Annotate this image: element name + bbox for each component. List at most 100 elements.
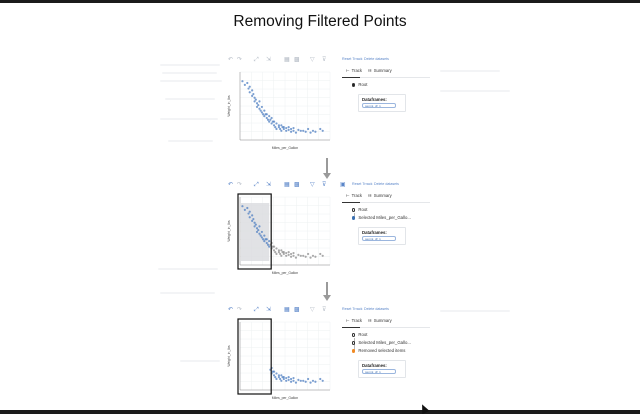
scatter-point	[321, 254, 324, 257]
scatter-point	[287, 376, 290, 379]
grid-icon[interactable]: ▩	[294, 306, 300, 313]
layout-icon[interactable]: ▦	[284, 181, 290, 188]
remove-filter-icon[interactable]: ⊽	[322, 306, 327, 313]
panel-selected: ↶ ↷ ⤢ ⇲ ▦ ▩ ▽ ⊽ ▣ Reset Trrack Delete da…	[222, 181, 434, 281]
scatter-point	[252, 92, 255, 96]
tab-bar: ⊢ Track ☷ Summary	[342, 193, 430, 201]
scatter-svg[interactable]: Miles_per_Gallon Weight_in_lbs	[226, 193, 336, 275]
zoom-icon[interactable]: ⤢	[254, 306, 259, 313]
dataframe-chip[interactable]: penmt_df_1	[362, 236, 396, 241]
reset-trrack-link[interactable]: Reset Trrack	[342, 57, 363, 61]
node-root[interactable]: Root	[352, 207, 367, 213]
scatter-point	[280, 124, 283, 127]
brush-icon[interactable]: ⇲	[266, 181, 272, 188]
scatter-point	[258, 225, 261, 228]
dataframe-chip[interactable]: penmt_df_1	[362, 369, 396, 374]
delete-datasets-link[interactable]: Delete datasets	[374, 182, 399, 186]
scatter-point	[292, 376, 295, 380]
calendar-icon[interactable]: ▣	[340, 181, 346, 188]
reset-trrack-link[interactable]: Reset Trrack	[342, 307, 363, 311]
tab-summary-label: Summary	[373, 68, 392, 73]
highlight-frame	[237, 318, 272, 395]
scatter-point	[263, 234, 266, 237]
scatter-point	[255, 105, 259, 109]
node-removed[interactable]: Removed selected items	[352, 348, 405, 354]
ghost-line	[440, 70, 500, 72]
scatter-svg[interactable]: Miles_per_Gallon Weight_in_lbs	[226, 68, 336, 150]
redo-icon[interactable]: ↷	[237, 306, 243, 313]
remove-filter-icon[interactable]: ⊽	[322, 181, 327, 188]
delete-datasets-link[interactable]: Delete datasets	[364, 57, 389, 61]
scatter-point	[252, 217, 255, 221]
node-label: Selected Miles_per_Gallo...	[358, 340, 411, 345]
node-label: Root	[358, 332, 368, 337]
scatter-svg[interactable]: Miles_per_Gallon Weight_in_lbs	[226, 318, 336, 400]
node-selected[interactable]: Selected Miles_per_Gallo...	[352, 340, 411, 346]
zoom-icon[interactable]: ⤢	[254, 56, 259, 63]
delete-datasets-link[interactable]: Delete datasets	[364, 307, 389, 311]
tree-connector	[353, 213, 355, 218]
tab-track[interactable]: ⊢ Track	[346, 318, 362, 323]
layout-icon[interactable]: ▦	[284, 56, 290, 63]
scatter-point	[277, 374, 281, 377]
node-root[interactable]: Root	[352, 332, 367, 338]
scatter-point	[268, 240, 271, 243]
scatter-point	[277, 251, 281, 254]
layout-icon[interactable]: ▦	[284, 306, 290, 313]
scatter-point	[253, 96, 256, 99]
filter-icon[interactable]: ▽	[310, 181, 315, 188]
scatter-point	[289, 127, 293, 131]
tab-summary[interactable]: ☷ Summary	[368, 68, 392, 73]
filter-icon[interactable]: ▽	[310, 56, 315, 63]
redo-icon[interactable]: ↷	[237, 181, 243, 188]
scatter-point	[289, 380, 293, 383]
redo-icon[interactable]: ↷	[237, 56, 243, 63]
scatter-point	[268, 115, 271, 118]
brush-icon[interactable]: ⇲	[266, 56, 272, 63]
scatter-plot[interactable]: Miles_per_Gallon Weight_in_lbs	[226, 193, 336, 275]
scatter-point	[241, 80, 244, 83]
scatter-point	[289, 252, 293, 256]
tab-track[interactable]: ⊢ Track	[346, 68, 362, 73]
scatter-point	[280, 254, 283, 257]
scatter-point	[247, 87, 250, 90]
scatter-point	[270, 122, 273, 125]
tab-track[interactable]: ⊢ Track	[346, 193, 362, 198]
scatter-point	[282, 252, 285, 256]
scatter-point	[287, 378, 290, 381]
scatter-point	[304, 380, 307, 383]
tab-divider	[342, 77, 430, 78]
undo-icon[interactable]: ↶	[228, 56, 234, 63]
node-root[interactable]: Root	[352, 82, 367, 88]
dataframe-chip[interactable]: penmt_df_1	[362, 103, 396, 108]
brush-icon[interactable]: ⇲	[266, 306, 272, 313]
zoom-icon[interactable]: ⤢	[254, 181, 259, 188]
grid-icon[interactable]: ▩	[294, 181, 300, 188]
tab-bar: ⊢ Track ☷ Summary	[342, 318, 430, 326]
scatter-plot[interactable]: Miles_per_Gallon Weight_in_lbs	[226, 318, 336, 400]
node-label: Root	[358, 82, 368, 87]
scatter-point	[309, 381, 312, 384]
node-selected[interactable]: Selected Miles_per_Gallo...	[352, 215, 411, 221]
tab-summary-label: Summary	[373, 193, 392, 198]
scatter-point	[319, 127, 322, 131]
ghost-line	[160, 292, 215, 294]
y-axis-label: Weight_in_lbs	[227, 95, 231, 117]
tab-track-label: Track	[351, 318, 362, 323]
filter-icon[interactable]: ▽	[310, 306, 315, 313]
scatter-point	[285, 129, 288, 132]
scatter-plot[interactable]: Miles_per_Gallon Weight_in_lbs	[226, 68, 336, 150]
reset-trrack-link[interactable]: Reset Trrack	[352, 182, 373, 186]
undo-icon[interactable]: ↶	[228, 306, 234, 313]
node-dot	[352, 216, 356, 220]
grid-icon[interactable]: ▩	[294, 56, 300, 63]
tab-summary[interactable]: ☷ Summary	[368, 193, 392, 198]
scatter-point	[282, 251, 285, 254]
scatter-point	[247, 212, 250, 215]
tab-summary[interactable]: ☷ Summary	[368, 318, 392, 323]
undo-icon[interactable]: ↶	[228, 181, 234, 188]
brush-selection[interactable]	[241, 203, 270, 261]
top-border	[0, 0, 640, 3]
node-label: Selected Miles_per_Gallo...	[358, 215, 411, 220]
remove-filter-icon[interactable]: ⊽	[322, 56, 327, 63]
